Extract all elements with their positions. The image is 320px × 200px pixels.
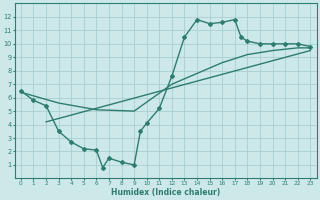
X-axis label: Humidex (Indice chaleur): Humidex (Indice chaleur) — [111, 188, 220, 197]
